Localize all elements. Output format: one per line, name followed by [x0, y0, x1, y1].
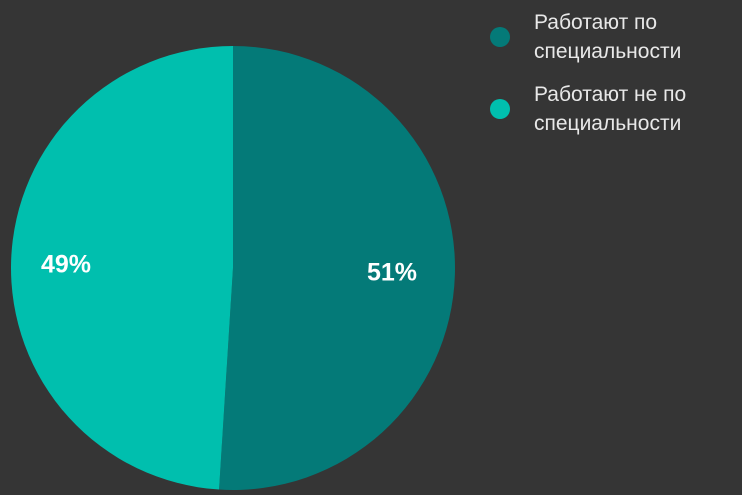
pie-slice-off-specialty: [11, 46, 233, 490]
slice-label-on-specialty: 51%: [367, 259, 417, 287]
legend-label-on-specialty: Работают по специальности: [534, 11, 682, 63]
pie-slice-on-specialty: [219, 46, 456, 491]
legend-label-off-specialty: Работают не по специальности: [534, 83, 687, 135]
legend-swatch-on-specialty: [490, 27, 510, 47]
chart-legend: Работают по специальности Работают не по…: [490, 8, 742, 152]
legend-item-on-specialty: Работают по специальности: [490, 8, 742, 66]
legend-item-off-specialty: Работают не по специальности: [490, 80, 742, 138]
legend-swatch-off-specialty: [490, 99, 510, 119]
slice-label-off-specialty: 49%: [41, 251, 91, 279]
